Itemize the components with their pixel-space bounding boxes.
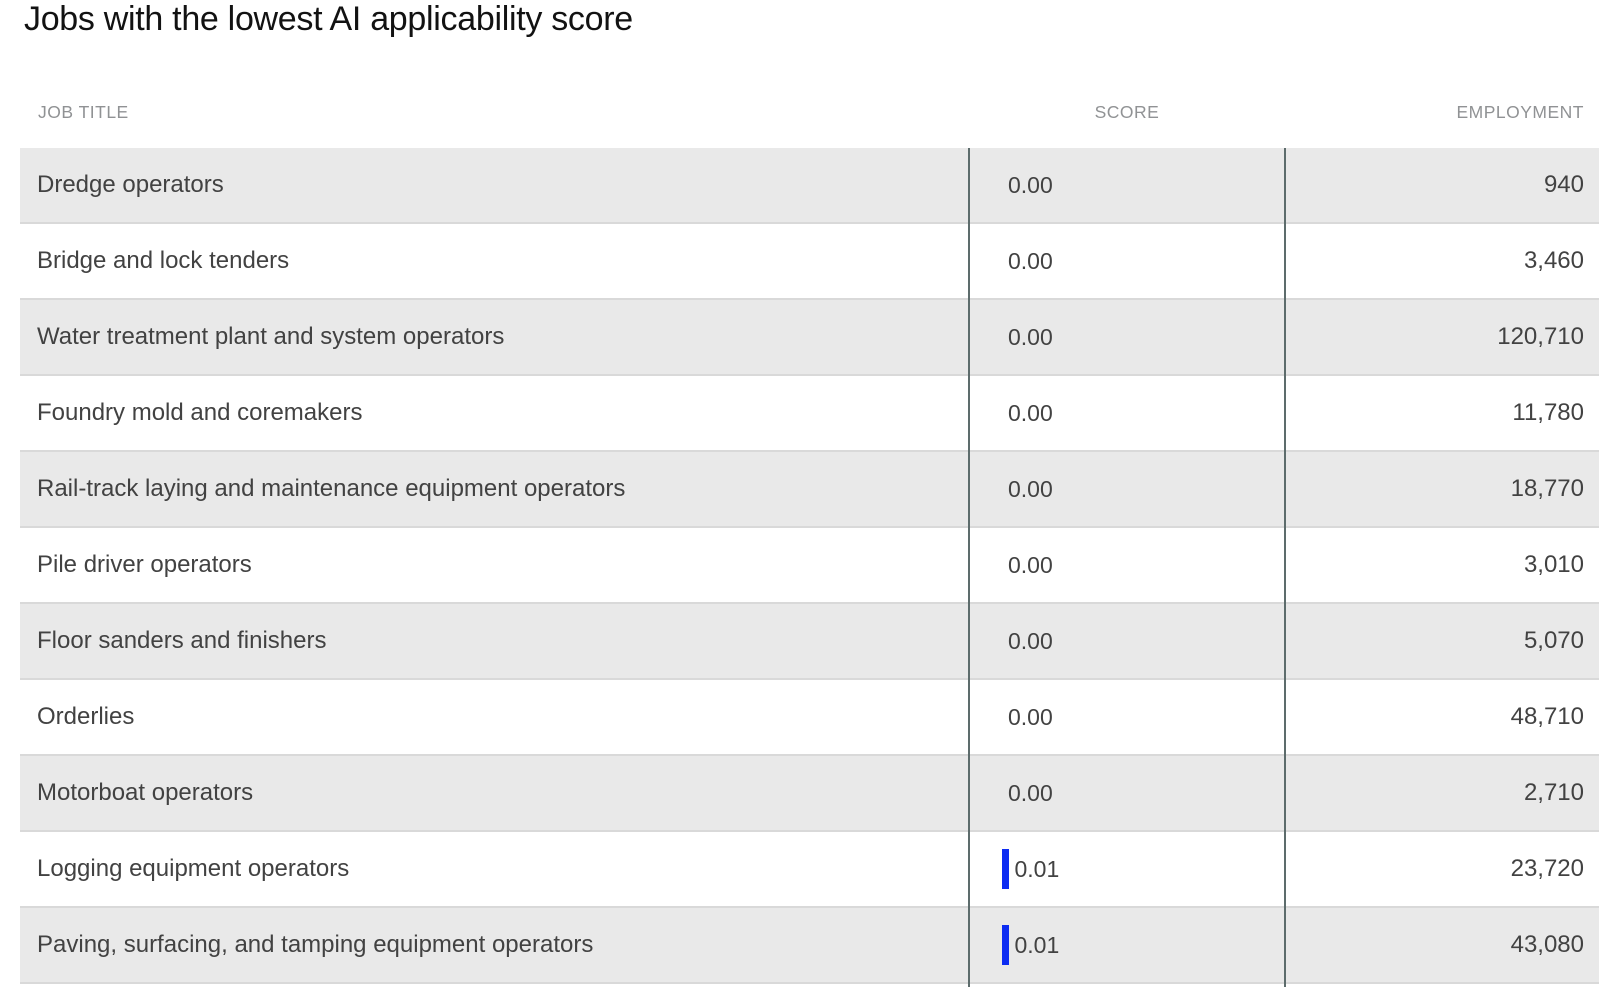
job-title-text: Floor sanders and finishers bbox=[37, 627, 327, 654]
employment-text: 43,080 bbox=[1510, 931, 1584, 958]
score-cell: 0.00 bbox=[969, 224, 1285, 298]
job-title-text: Rail-track laying and maintenance equipm… bbox=[37, 475, 626, 502]
score-cell: 0.01 bbox=[969, 832, 1285, 906]
job-title-cell: Logging equipment operators bbox=[20, 832, 969, 906]
score-text: 0.00 bbox=[1008, 399, 1053, 426]
employment-text: 120,710 bbox=[1497, 323, 1584, 350]
employment-cell: 5,070 bbox=[1285, 604, 1599, 678]
job-title-text: Water treatment plant and system operato… bbox=[37, 323, 505, 350]
score-cell: 0.00 bbox=[969, 756, 1285, 830]
employment-text: 940 bbox=[1543, 171, 1584, 198]
column-divider-employment bbox=[1284, 148, 1286, 987]
job-title-text: Foundry mold and coremakers bbox=[37, 399, 363, 426]
table-row: Pile driver operators 0.00 3,010 bbox=[20, 528, 1599, 604]
score-text: 0.00 bbox=[1008, 171, 1053, 198]
table-row: Water treatment plant and system operato… bbox=[20, 300, 1599, 376]
job-title-text: Logging equipment operators bbox=[37, 855, 350, 882]
job-title-cell: Paving, surfacing, and tamping equipment… bbox=[20, 908, 969, 982]
employment-cell: 3,010 bbox=[1285, 528, 1599, 602]
employment-text: 18,770 bbox=[1510, 475, 1584, 502]
employment-cell: 43,080 bbox=[1285, 908, 1599, 982]
column-header-score: SCORE bbox=[1094, 102, 1160, 122]
score-cell: 0.00 bbox=[969, 376, 1285, 450]
column-header-job-title: JOB TITLE bbox=[38, 102, 129, 122]
table-header-row: JOB TITLE SCORE EMPLOYMENT bbox=[20, 96, 1599, 128]
employment-cell: 48,710 bbox=[1285, 680, 1599, 754]
score-text: 0.00 bbox=[1008, 323, 1053, 350]
score-cell: 0.00 bbox=[969, 604, 1285, 678]
score-cell: 0.01 bbox=[969, 908, 1285, 982]
score-text: 0.00 bbox=[1008, 475, 1053, 502]
job-title-cell: Floor sanders and finishers bbox=[20, 604, 969, 678]
job-title-text: Orderlies bbox=[37, 703, 135, 730]
column-divider-score bbox=[968, 148, 970, 987]
score-text: 0.00 bbox=[1008, 703, 1053, 730]
job-title-cell: Dredge operators bbox=[20, 148, 969, 222]
job-title-cell: Rail-track laying and maintenance equipm… bbox=[20, 452, 969, 526]
employment-cell: 3,460 bbox=[1285, 224, 1599, 298]
score-text: 0.00 bbox=[1008, 551, 1053, 578]
table-row: Rail-track laying and maintenance equipm… bbox=[20, 452, 1599, 528]
employment-cell: 11,780 bbox=[1285, 376, 1599, 450]
score-cell: 0.00 bbox=[969, 148, 1285, 222]
table-row: Logging equipment operators 0.01 23,720 bbox=[20, 832, 1599, 908]
table-row: Orderlies 0.00 48,710 bbox=[20, 680, 1599, 756]
score-cell: 0.00 bbox=[969, 528, 1285, 602]
employment-text: 3,010 bbox=[1523, 551, 1584, 578]
employment-text: 3,460 bbox=[1523, 247, 1584, 274]
job-title-text: Dredge operators bbox=[37, 171, 224, 198]
score-text: 0.01 bbox=[1014, 855, 1060, 882]
employment-cell: 23,720 bbox=[1285, 832, 1599, 906]
job-title-cell: Motorboat operators bbox=[20, 756, 969, 830]
table-body: Dredge operators 0.00 940 Bridge and lock t… bbox=[20, 148, 1599, 984]
job-title-cell: Foundry mold and coremakers bbox=[20, 376, 969, 450]
employment-text: 48,710 bbox=[1510, 703, 1584, 730]
table-row: Paving, surfacing, and tamping equipment… bbox=[20, 908, 1599, 984]
job-title-text: Motorboat operators bbox=[37, 779, 254, 806]
score-cell: 0.00 bbox=[969, 452, 1285, 526]
employment-text: 23,720 bbox=[1510, 855, 1584, 882]
jobs-table: Dredge operators 0.00 940 Bridge and lock t… bbox=[20, 148, 1599, 987]
job-title-text: Bridge and lock tenders bbox=[37, 247, 290, 274]
score-text: 0.00 bbox=[1008, 247, 1053, 274]
employment-text: 2,710 bbox=[1523, 779, 1584, 806]
score-bar bbox=[1002, 925, 1009, 965]
employment-cell: 2,710 bbox=[1285, 756, 1599, 830]
score-text: 0.00 bbox=[1008, 779, 1053, 806]
score-text: 0.00 bbox=[1008, 627, 1053, 654]
table-row: Floor sanders and finishers 0.00 5,070 bbox=[20, 604, 1599, 680]
score-cell: 0.00 bbox=[969, 300, 1285, 374]
column-header-employment: EMPLOYMENT bbox=[1456, 102, 1584, 122]
job-title-text: Pile driver operators bbox=[37, 551, 252, 578]
score-cell: 0.00 bbox=[969, 680, 1285, 754]
employment-cell: 18,770 bbox=[1285, 452, 1599, 526]
score-text: 0.01 bbox=[1014, 931, 1060, 958]
page-title: Jobs with the lowest AI applicability sc… bbox=[24, 0, 633, 38]
job-title-text: Paving, surfacing, and tamping equipment… bbox=[37, 931, 594, 958]
employment-text: 5,070 bbox=[1523, 627, 1584, 654]
score-bar bbox=[1002, 849, 1009, 889]
job-title-cell: Pile driver operators bbox=[20, 528, 969, 602]
table-row: Bridge and lock tenders 0.00 3,460 bbox=[20, 224, 1599, 300]
job-title-cell: Bridge and lock tenders bbox=[20, 224, 969, 298]
table-row: Dredge operators 0.00 940 bbox=[20, 148, 1599, 224]
table-row: Foundry mold and coremakers 0.00 11,780 bbox=[20, 376, 1599, 452]
table-row: Motorboat operators 0.00 2,710 bbox=[20, 756, 1599, 832]
job-title-cell: Orderlies bbox=[20, 680, 969, 754]
employment-cell: 940 bbox=[1285, 148, 1599, 222]
employment-cell: 120,710 bbox=[1285, 300, 1599, 374]
employment-text: 11,780 bbox=[1512, 399, 1584, 426]
job-title-cell: Water treatment plant and system operato… bbox=[20, 300, 969, 374]
